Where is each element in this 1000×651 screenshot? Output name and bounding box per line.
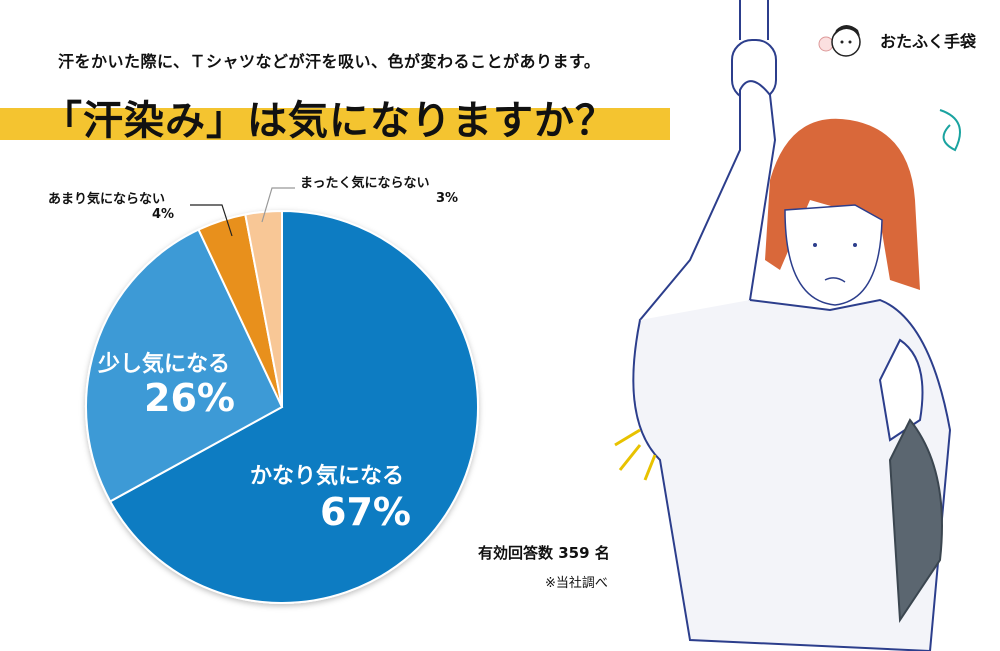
subtitle: 汗をかいた際に、Ｔシャツなどが汗を吸い、色が変わることがあります。 xyxy=(58,52,601,71)
leader-line-4pct xyxy=(190,204,233,237)
pie-slice-3 xyxy=(244,209,283,408)
pct-not-at-all: 3% xyxy=(436,191,459,206)
woman-illustration xyxy=(614,0,961,651)
pct-somewhat: 26% xyxy=(144,376,235,420)
source-note: ※当社調べ xyxy=(545,576,608,591)
logo-text: おたふく手袋 xyxy=(880,32,977,51)
label-somewhat: 少し気になる xyxy=(98,352,231,377)
pct-slightly-not: 4% xyxy=(152,207,175,222)
title-band xyxy=(0,108,670,140)
respondent-count: 有効回答数 359 名 xyxy=(478,544,610,562)
pie-slice-0 xyxy=(108,209,479,604)
page-title: 「汗染み」は気になりますか？ xyxy=(42,97,616,144)
pct-very: 67% xyxy=(320,490,411,534)
mascot-face-icon xyxy=(818,25,861,57)
brand-logo: おたふく手袋 xyxy=(816,20,976,60)
label-not-at-all: まったく気にならない xyxy=(300,176,430,191)
label-slightly-not: あまり気にならない xyxy=(48,192,166,207)
leader-line-3pct xyxy=(261,187,295,223)
label-very: かなり気になる xyxy=(250,464,405,489)
pie-slice-1 xyxy=(85,228,284,503)
